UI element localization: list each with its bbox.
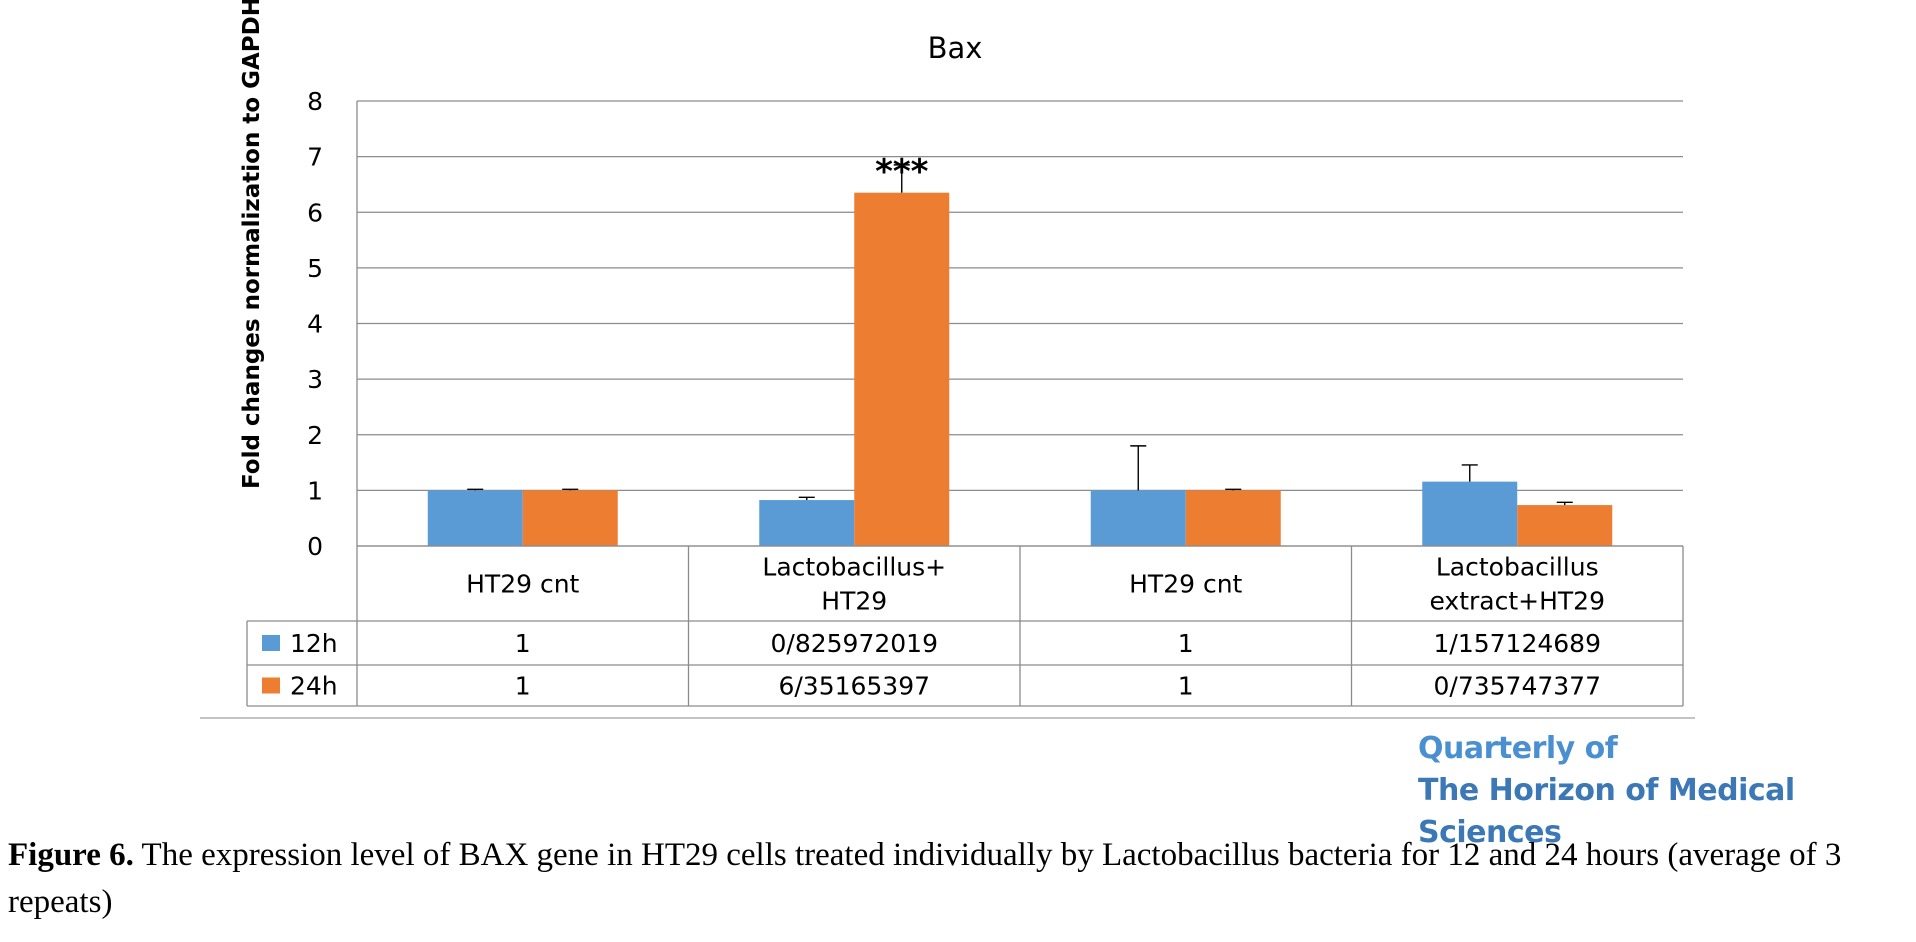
significance-marker: *** [875, 152, 929, 192]
y-tick-label: 5 [307, 254, 323, 283]
data-table: HT29 cnt Lactobacillus+ HT29 HT29 cnt Lactob… [200, 545, 1695, 719]
y-tick-label: 2 [307, 421, 323, 450]
bar-12h-1 [759, 500, 855, 546]
y-tick-label: 3 [307, 365, 323, 394]
bar-12h-0 [427, 490, 523, 546]
table-cell: 0/825972019 [771, 629, 938, 658]
legend-swatch-12h [262, 635, 280, 651]
category-label: HT29 cnt [466, 570, 579, 599]
table-cell: 6/35165397 [778, 672, 930, 701]
watermark-line-2: The Horizon of Medical Sciences [1418, 773, 1795, 850]
chart-title: Bax [928, 31, 983, 65]
y-axis-label: Fold changes normalization to GAPDH [239, 0, 265, 489]
category-label: Lactobacillus extract+HT29 [1429, 553, 1605, 616]
y-tick-label: 4 [307, 310, 323, 339]
table-cell: 1 [515, 629, 531, 658]
y-tick-label: 0 [307, 532, 323, 561]
figure-caption-label: Figure 6. [8, 837, 134, 873]
bar-24h-3 [1517, 505, 1613, 546]
table-cell: 1 [1178, 672, 1194, 701]
table-cell: 1 [515, 672, 531, 701]
bars [427, 192, 1613, 546]
table-cell: 1 [1178, 629, 1194, 658]
bar-24h-2 [1185, 490, 1281, 546]
figure-caption-text: The expression level of BAX gene in HT29… [8, 837, 1842, 920]
y-tick-labels: 0 1 2 3 4 5 6 7 8 [307, 87, 323, 561]
bar-12h-3 [1422, 481, 1518, 546]
bar-24h-0 [522, 490, 618, 546]
legend-label: 24h [290, 672, 338, 701]
legend-swatch-24h [262, 677, 280, 694]
bar-24h-1 [854, 192, 950, 546]
y-tick-label: 8 [307, 87, 323, 116]
y-tick-label: 1 [307, 476, 323, 505]
bar-12h-2 [1090, 490, 1186, 546]
category-label: HT29 cnt [1129, 570, 1242, 599]
journal-watermark: Quarterly of The Horizon of Medical Scie… [1418, 728, 1916, 854]
legend-label: 12h [290, 629, 338, 658]
y-tick-label: 7 [307, 143, 323, 172]
figure-caption: Figure 6. The expression level of BAX ge… [8, 832, 1908, 926]
table-cell: 1/157124689 [1434, 629, 1601, 658]
annotations: *** [875, 152, 929, 192]
table-cell: 0/735747377 [1434, 672, 1601, 701]
watermark-line-1: Quarterly of [1418, 731, 1618, 766]
y-tick-label: 6 [307, 198, 323, 227]
gridlines [356, 100, 1683, 547]
error-bars [467, 164, 1573, 506]
category-label: Lactobacillus+ HT29 [762, 553, 946, 616]
